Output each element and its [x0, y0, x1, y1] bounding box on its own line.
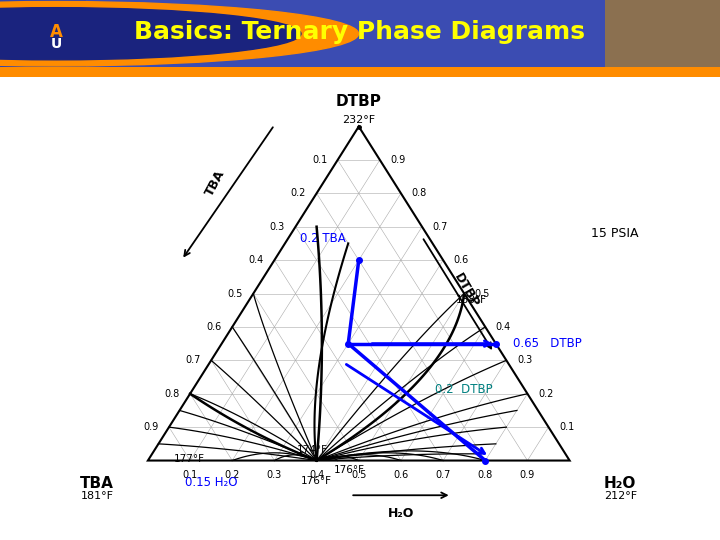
- Text: 0.4: 0.4: [248, 255, 264, 265]
- Circle shape: [0, 2, 359, 66]
- Text: 0.6: 0.6: [454, 255, 469, 265]
- Text: 174°F: 174°F: [297, 445, 328, 455]
- Text: 176°F: 176°F: [301, 476, 332, 486]
- Text: 0.8: 0.8: [412, 188, 427, 198]
- Text: H₂O: H₂O: [604, 476, 636, 491]
- Text: 0.5: 0.5: [351, 470, 366, 480]
- FancyBboxPatch shape: [0, 68, 720, 77]
- Text: 0.1: 0.1: [312, 155, 327, 165]
- Text: A: A: [50, 23, 63, 41]
- Text: 0.8: 0.8: [477, 470, 493, 480]
- Text: 0.7: 0.7: [436, 470, 451, 480]
- Text: 176°F: 176°F: [333, 465, 364, 475]
- Text: U: U: [50, 37, 62, 51]
- Text: 0.4: 0.4: [309, 470, 324, 480]
- Text: 0.9: 0.9: [520, 470, 535, 480]
- Text: Basics: Ternary Phase Diagrams: Basics: Ternary Phase Diagrams: [135, 20, 585, 44]
- Text: 0.7: 0.7: [185, 355, 201, 366]
- FancyBboxPatch shape: [86, 0, 619, 77]
- Text: 188°F: 188°F: [456, 295, 487, 305]
- Text: TBA: TBA: [203, 167, 228, 198]
- Text: 0.5: 0.5: [474, 288, 490, 299]
- Text: 15 PSIA: 15 PSIA: [590, 227, 638, 240]
- Text: 0.9: 0.9: [390, 155, 405, 165]
- FancyBboxPatch shape: [0, 0, 720, 77]
- Text: 181°F: 181°F: [81, 491, 114, 502]
- Text: 0.6: 0.6: [207, 322, 222, 332]
- Text: 0.3: 0.3: [517, 355, 532, 366]
- Text: 232°F: 232°F: [342, 114, 375, 125]
- Text: 0.2 TBA: 0.2 TBA: [300, 232, 346, 245]
- Text: 0.8: 0.8: [164, 389, 179, 399]
- Text: 0.2: 0.2: [225, 470, 240, 480]
- Text: 0.2: 0.2: [538, 389, 554, 399]
- Text: DTBP: DTBP: [451, 271, 481, 310]
- Circle shape: [0, 8, 301, 60]
- Text: 0.3: 0.3: [270, 222, 285, 232]
- Text: 0.2  DTBP: 0.2 DTBP: [435, 383, 492, 396]
- Text: TBA: TBA: [81, 476, 114, 491]
- Text: 0.3: 0.3: [267, 470, 282, 480]
- Text: H₂O: H₂O: [388, 507, 414, 520]
- Text: 0.1: 0.1: [559, 422, 575, 432]
- Text: DTBP: DTBP: [336, 94, 382, 109]
- Text: 0.2: 0.2: [291, 188, 306, 198]
- Text: 0.6: 0.6: [393, 470, 408, 480]
- Text: 0.1: 0.1: [182, 470, 198, 480]
- Text: 177°F: 177°F: [174, 454, 204, 464]
- Text: 212°F: 212°F: [603, 491, 636, 502]
- Text: 0.9: 0.9: [143, 422, 158, 432]
- Text: 0.7: 0.7: [433, 222, 448, 232]
- Text: 0.5: 0.5: [228, 288, 243, 299]
- FancyBboxPatch shape: [605, 0, 720, 77]
- Text: 0.4: 0.4: [496, 322, 511, 332]
- Text: 0.65   DTBP: 0.65 DTBP: [513, 337, 582, 350]
- Text: 0.15 H₂O: 0.15 H₂O: [185, 476, 238, 489]
